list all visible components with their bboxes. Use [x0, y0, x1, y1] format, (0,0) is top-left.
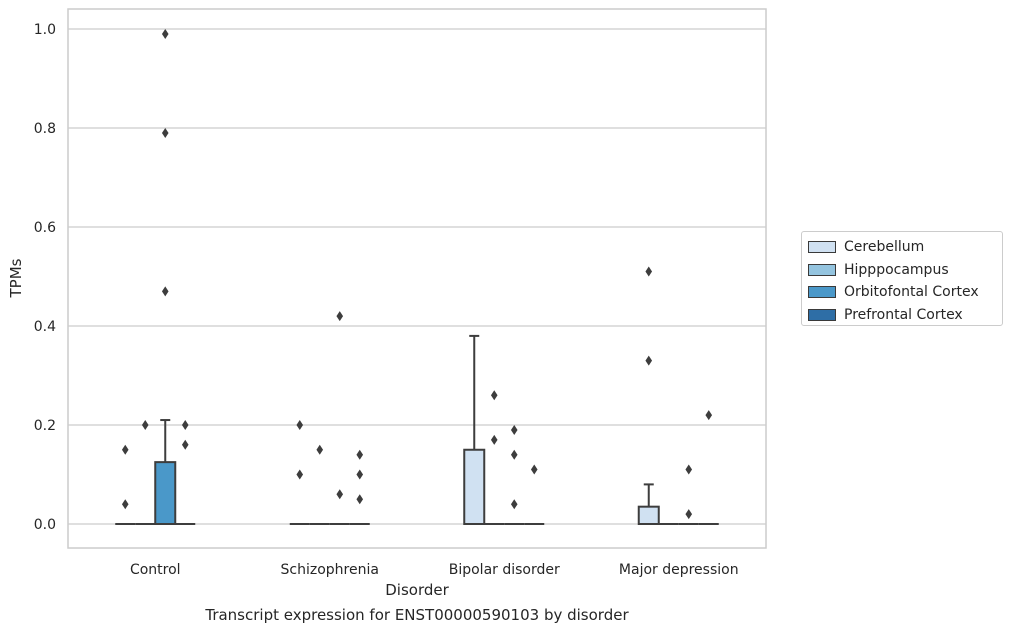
y-tick-labels: 0.0 0.2 0.4 0.6 0.8 1.0 — [34, 22, 56, 533]
outlier-point — [121, 499, 129, 510]
box-body — [463, 448, 486, 525]
legend-swatch — [808, 263, 836, 276]
outlier-point — [336, 311, 344, 322]
outlier-point — [685, 509, 693, 520]
outlier-point — [490, 390, 498, 401]
grid-lines — [68, 28, 766, 525]
legend-item: Orbitofontal Cortex — [808, 281, 996, 304]
box-body — [637, 505, 660, 525]
outlier-point — [510, 449, 518, 460]
y-tick-label: 0.0 — [34, 517, 56, 533]
x-tick-label: Schizophrenia — [281, 562, 379, 578]
legend-swatch — [808, 286, 836, 299]
legend-label: Cerebellum — [844, 239, 925, 256]
outlier-point — [645, 355, 653, 366]
outlier-point — [530, 464, 538, 475]
outlier-point — [161, 28, 169, 39]
outlier-point — [510, 424, 518, 435]
x-tick-label: Bipolar disorder — [449, 562, 560, 578]
legend: Cerebellum Hipppocampus Orbitofontal Corte… — [801, 231, 1003, 326]
y-tick-label: 0.2 — [34, 418, 56, 434]
outlier-point — [121, 444, 129, 455]
legend-label: Orbitofontal Cortex — [844, 284, 979, 301]
y-tick-label: 0.4 — [34, 319, 56, 335]
y-axis-label: TPMs — [7, 258, 25, 298]
boxes — [115, 334, 719, 525]
outlier-point — [356, 449, 364, 460]
box-cerebellum — [637, 483, 660, 525]
outlier-point — [356, 469, 364, 480]
x-axis-label: Disorder — [385, 581, 449, 599]
outlier-point — [141, 420, 149, 430]
outlier-point — [296, 420, 304, 430]
outlier-point — [490, 434, 498, 445]
legend-item: Cerebellum — [808, 236, 996, 259]
plot-area-frame — [67, 8, 767, 549]
chart-caption: Transcript expression for ENST0000059010… — [205, 606, 629, 624]
outlier-point — [645, 266, 653, 277]
legend-item: Prefrontal Cortex — [808, 304, 996, 327]
legend-item: Hipppocampus — [808, 259, 996, 282]
box-orbitofontal-cortex — [154, 419, 177, 525]
box-cerebellum — [463, 334, 486, 525]
outlier-point — [181, 439, 189, 450]
outlier-point — [336, 489, 344, 500]
legend-label: Hipppocampus — [844, 261, 949, 278]
box-body — [154, 461, 177, 525]
y-tick-label: 0.6 — [34, 220, 56, 236]
outlier-point — [296, 469, 304, 480]
y-tick-label: 0.8 — [34, 121, 56, 137]
outlier-point — [161, 286, 169, 297]
x-tick-label: Major depression — [619, 562, 739, 578]
outlier-point — [356, 494, 364, 505]
outlier-point — [510, 499, 518, 510]
outlier-point — [181, 420, 189, 430]
outliers — [121, 28, 713, 520]
outlier-point — [161, 127, 169, 138]
outlier-point — [685, 464, 693, 475]
outlier-point — [705, 410, 713, 421]
outlier-point — [316, 444, 324, 455]
legend-swatch — [808, 241, 836, 254]
y-tick-label: 1.0 — [34, 22, 56, 38]
legend-label: Prefrontal Cortex — [844, 306, 963, 323]
x-tick-labels: Control Schizophrenia Bipolar disorder Majo… — [130, 562, 739, 578]
legend-swatch — [808, 308, 836, 321]
x-tick-label: Control — [130, 562, 181, 578]
